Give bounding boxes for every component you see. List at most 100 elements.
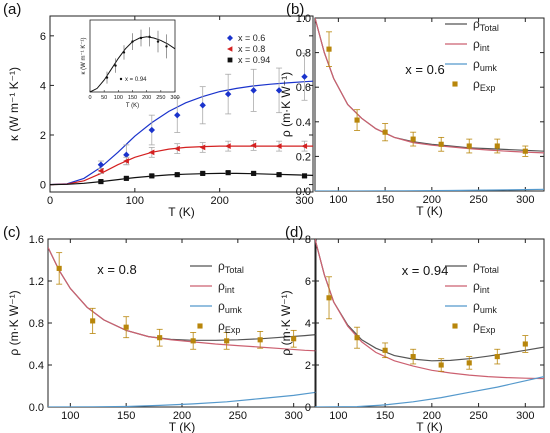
data-point bbox=[148, 149, 155, 156]
legend-marker bbox=[227, 57, 233, 63]
legend-symbol: ρ bbox=[473, 77, 480, 91]
data-point bbox=[174, 145, 180, 152]
legend-symbol: ρ bbox=[473, 279, 480, 293]
composition-annotation: x = 0.94 bbox=[402, 263, 449, 278]
legend-subscript: Total bbox=[225, 265, 244, 275]
data-point bbox=[275, 87, 283, 94]
legend-label: ρumk bbox=[218, 299, 242, 315]
inset-x-tick-label: 200 bbox=[142, 95, 151, 101]
y-tick-label: 2 bbox=[305, 360, 311, 372]
inset-x-tick-label: 50 bbox=[101, 95, 107, 101]
data-point bbox=[494, 354, 500, 360]
fit-curve-2 bbox=[315, 376, 544, 407]
data-point bbox=[149, 173, 155, 179]
inset-x-tick-label: 0 bbox=[88, 95, 91, 101]
inset-chart: 0 50 100 150 200 250 300 T (K) κ (W m⁻¹ K⁻¹) x = … bbox=[81, 19, 180, 109]
plot-frame bbox=[47, 238, 317, 408]
legend-symbol: ρ bbox=[473, 57, 480, 71]
data-point bbox=[97, 168, 104, 174]
data-point bbox=[354, 117, 360, 123]
x-tick-label: 150 bbox=[117, 410, 135, 422]
y-tick-label: 6 bbox=[305, 276, 311, 288]
legend-label: ρint bbox=[218, 279, 235, 295]
data-point bbox=[354, 335, 360, 341]
plot-area bbox=[315, 239, 544, 407]
y-tick-label: 0.4 bbox=[296, 117, 311, 129]
data-point bbox=[56, 265, 62, 271]
data-point bbox=[276, 172, 282, 178]
y-tick-label: 0 bbox=[40, 180, 46, 192]
data-point bbox=[326, 295, 332, 301]
inset-x-tick-label: 250 bbox=[156, 95, 165, 101]
legend-symbol: ρ bbox=[473, 299, 480, 313]
legend-symbol: ρ bbox=[218, 299, 225, 313]
x-tick-label: 250 bbox=[229, 410, 247, 422]
legend-label: x = 0.8 bbox=[238, 44, 265, 54]
legend-subscript: umk bbox=[480, 63, 498, 73]
x-tick-label: 300 bbox=[516, 410, 534, 422]
data-point bbox=[250, 142, 257, 149]
composition-annotation: x = 0.8 bbox=[97, 262, 136, 277]
data-point bbox=[123, 175, 129, 181]
fit-curve-1 bbox=[48, 247, 316, 352]
fit-curve-2 bbox=[315, 188, 544, 191]
y-tick-label: 6 bbox=[40, 31, 46, 43]
y-tick-label: 0 bbox=[305, 402, 311, 414]
legend-subscript: Total bbox=[480, 23, 499, 33]
inset-data-point bbox=[148, 35, 151, 38]
data-point bbox=[494, 143, 500, 149]
panel-label: (a) bbox=[3, 1, 21, 18]
legend-label: ρExp bbox=[218, 319, 240, 335]
fit-curve-0 bbox=[315, 18, 544, 152]
x-tick-label: 250 bbox=[469, 194, 487, 206]
y-tick-label: 0.6 bbox=[296, 82, 311, 94]
data-point bbox=[157, 335, 163, 341]
legend-symbol: ρ bbox=[218, 319, 225, 333]
inset-legend-marker bbox=[119, 77, 123, 81]
y-tick-label: 0.0 bbox=[29, 402, 44, 414]
panel-c: 100 150 200 250 300 0.0 0.4 0.8 1.2 1.6 T (K) ρ (m·… bbox=[3, 224, 317, 433]
data-point bbox=[250, 87, 257, 94]
y-tick-label: 0.8 bbox=[29, 318, 44, 330]
data-point bbox=[275, 143, 282, 150]
y-tick-label: 0.4 bbox=[29, 360, 44, 372]
legend-symbol: ρ bbox=[218, 259, 225, 273]
y-tick-label: 1.0 bbox=[296, 13, 311, 25]
y-axis-label: κ (W m⁻¹ K⁻¹) bbox=[7, 67, 21, 141]
data-point bbox=[174, 172, 180, 178]
inset-data-point bbox=[131, 40, 134, 43]
x-tick-label: 200 bbox=[210, 195, 228, 207]
inset-data-point bbox=[114, 64, 117, 67]
fit-curve-1 bbox=[315, 239, 544, 380]
y-axis-label: ρ (m·K W⁻¹) bbox=[279, 290, 293, 355]
data-point bbox=[410, 354, 416, 360]
x-tick-label: 200 bbox=[423, 410, 441, 422]
x-axis-label: T (K) bbox=[416, 420, 442, 433]
data-point bbox=[466, 143, 472, 149]
legend-label: ρExp bbox=[473, 319, 495, 335]
fit-curve-1 bbox=[315, 18, 544, 154]
legend-marker bbox=[227, 46, 233, 52]
x-tick-label: 100 bbox=[329, 194, 347, 206]
y-tick-label: 1.2 bbox=[29, 276, 44, 288]
data-point bbox=[382, 129, 388, 135]
y-tick-label: 4 bbox=[305, 318, 311, 330]
inset-data-point bbox=[139, 36, 143, 40]
data-point bbox=[251, 170, 257, 176]
x-tick-label: 100 bbox=[61, 410, 79, 422]
data-point bbox=[123, 158, 129, 164]
plot-frame bbox=[314, 17, 545, 192]
y-tick-label: 8 bbox=[305, 234, 311, 246]
legend-symbol: ρ bbox=[473, 17, 480, 31]
y-tick-label: 2 bbox=[40, 130, 46, 142]
panel-label: (b) bbox=[286, 1, 304, 18]
legend-label: ρint bbox=[473, 37, 490, 53]
y-axis-label: ρ (m·K W⁻¹) bbox=[279, 72, 293, 137]
inset-data-point bbox=[165, 45, 168, 48]
data-point bbox=[291, 336, 297, 342]
legend-label: ρTotal bbox=[218, 259, 244, 275]
y-tick-label: 0.2 bbox=[296, 151, 311, 163]
legend-marker bbox=[452, 323, 458, 329]
